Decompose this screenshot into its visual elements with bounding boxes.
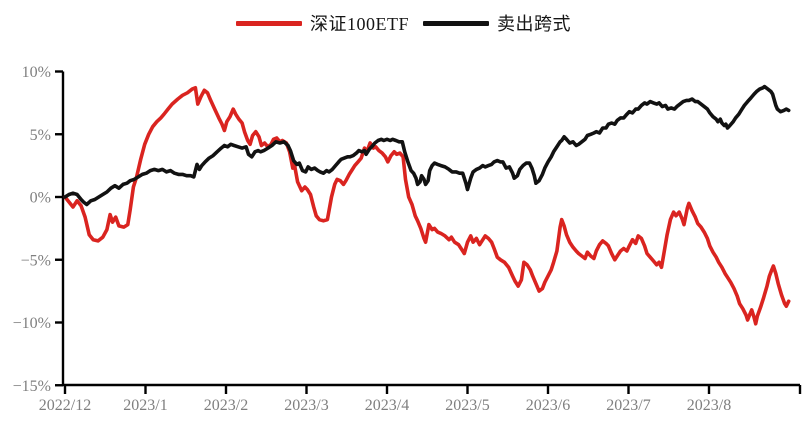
series-line-0 xyxy=(63,86,791,326)
legend-item-etf: 深证100ETF xyxy=(235,10,409,36)
y-tick-label: 0% xyxy=(30,190,51,207)
legend-item-straddle: 卖出跨式 xyxy=(423,10,571,36)
y-tick-label: −5% xyxy=(21,252,51,269)
x-tick-label: 2023/2 xyxy=(204,397,248,414)
x-tick-label: 2022/12 xyxy=(39,397,91,414)
y-tick-label: −15% xyxy=(13,378,51,395)
x-tick-label: 2023/6 xyxy=(526,397,570,414)
y-tick-label: −10% xyxy=(13,315,51,332)
legend-line-black-icon xyxy=(423,20,489,26)
legend-label-straddle: 卖出跨式 xyxy=(497,14,571,34)
legend-line-red-icon xyxy=(235,20,302,26)
x-tick-label: 2023/8 xyxy=(687,397,731,414)
y-tick-label: 10% xyxy=(22,64,51,81)
x-tick-label: 2023/5 xyxy=(445,397,489,414)
legend: 深证100ETF 卖出跨式 xyxy=(0,10,807,36)
legend-label-etf: 深证100ETF xyxy=(309,14,409,34)
x-tick-label: 2023/7 xyxy=(606,397,650,414)
x-tick-label: 2023/3 xyxy=(284,397,328,414)
series-line-1 xyxy=(63,84,791,207)
x-tick-label: 2023/1 xyxy=(123,397,167,414)
y-tick-label: 5% xyxy=(30,127,51,144)
x-tick-label: 2023/4 xyxy=(365,397,409,414)
